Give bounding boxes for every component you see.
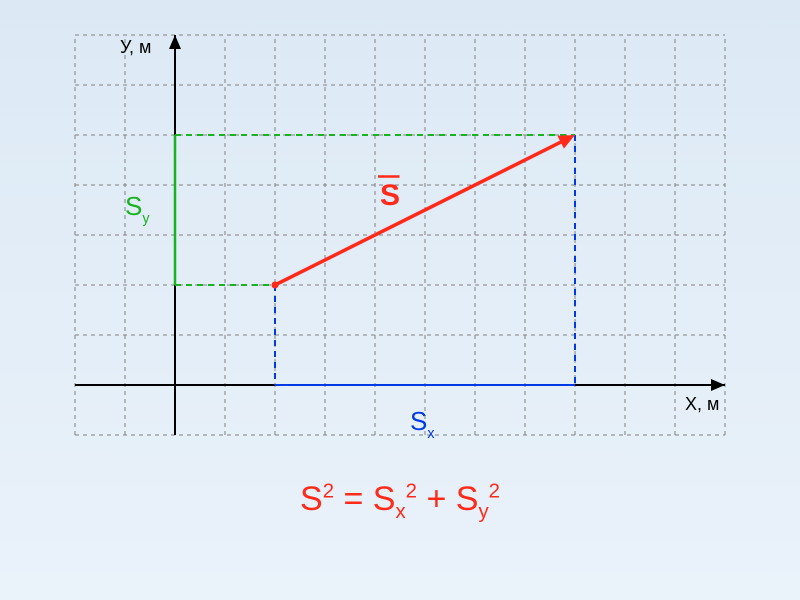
sy-projection: Sy: [125, 135, 575, 285]
pythagoras-formula: S2 = Sx2 + Sy2: [0, 480, 800, 524]
diagram-stage: Х, м У, м Sx Sy S S2 = Sx2 + Sy2: [0, 0, 800, 600]
sy-label: Sy: [125, 191, 150, 227]
x-axis-label: Х, м: [685, 394, 719, 414]
y-axis-label: У, м: [120, 37, 151, 57]
sx-label: Sx: [410, 406, 435, 442]
vector-label: S: [380, 179, 400, 212]
grid: [75, 35, 725, 435]
vector-s: S: [272, 135, 576, 289]
